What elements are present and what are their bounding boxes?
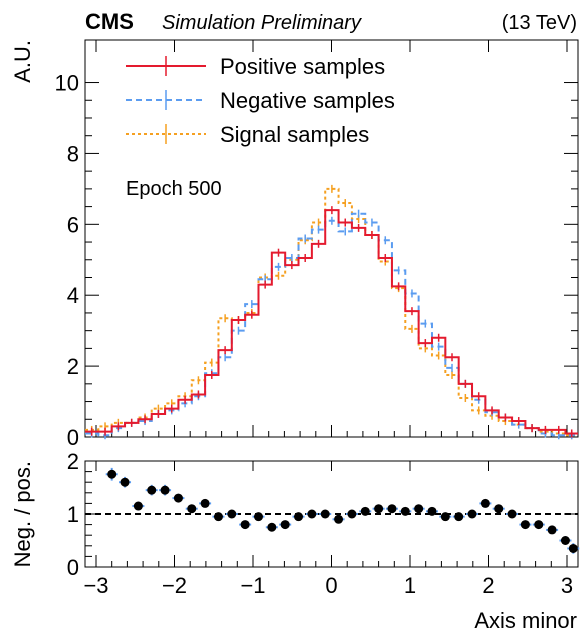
ratio-point [374, 504, 384, 514]
ratio-point [414, 504, 424, 514]
ratio-point [454, 512, 464, 522]
histogram-y-tick-label: 0 [67, 425, 79, 450]
ratio-panel: 0 1 2 −3 −2 −1 0 1 2 3 Neg. / pos. Axis minor [10, 449, 580, 633]
ratio-y-label: Neg. / pos. [10, 461, 35, 567]
ratio-point [227, 509, 237, 519]
ratio-point [334, 514, 344, 524]
histogram-y-tick-label: 4 [67, 283, 79, 308]
ratio-y-tick-label: 0 [67, 555, 79, 580]
x-tick-label: 1 [404, 573, 416, 598]
status-label: Simulation Preliminary [162, 12, 362, 34]
x-tick-label: −3 [83, 573, 108, 598]
histogram-series [85, 184, 578, 440]
ratio-point [400, 506, 410, 516]
histogram-y-ticks: 0 2 4 6 8 10 [55, 40, 578, 450]
legend-label: Negative samples [220, 88, 395, 113]
ratio-point [387, 504, 397, 514]
ratio-point [240, 520, 250, 530]
ratio-points [105, 467, 580, 554]
ratio-point [568, 543, 578, 553]
ratio-point [467, 509, 477, 519]
histogram-line-negative-samples [85, 212, 578, 437]
epoch-annotation: Epoch 500 [126, 178, 222, 200]
histogram-line-positive-samples [85, 209, 578, 435]
energy-label: (13 TeV) [502, 12, 577, 34]
ratio-point [187, 504, 197, 514]
ratio-point [253, 512, 263, 522]
ratio-point [307, 509, 317, 519]
ratio-point [133, 501, 143, 511]
ratio-point [520, 520, 530, 530]
ratio-point [360, 506, 370, 516]
ratio-point [267, 522, 277, 532]
ratio-point [534, 520, 544, 530]
ratio-point [560, 536, 570, 545]
ratio-point [547, 525, 557, 535]
x-tick-label: 0 [325, 573, 337, 598]
histogram-panel: 0 2 4 6 8 10 A.U. Positive samples Negative sa… [10, 39, 579, 450]
histogram-line-signal-samples [85, 187, 578, 437]
histogram-y-tick-label: 8 [67, 141, 79, 166]
legend: Positive samples Negative samples Signal s… [126, 54, 395, 147]
ratio-point [120, 477, 130, 487]
ratio-point [347, 509, 357, 519]
legend-label: Signal samples [220, 122, 369, 147]
ratio-point [107, 469, 117, 479]
ratio-y-tick-label: 2 [67, 449, 79, 474]
histogram-y-label: A.U. [10, 40, 35, 83]
ratio-point [200, 498, 210, 508]
x-tick-label: 2 [482, 573, 494, 598]
ratio-point [440, 512, 450, 522]
ratio-y-tick-label: 1 [67, 502, 79, 527]
ratio-ticks: 0 1 2 −3 −2 −1 0 1 2 3 [67, 449, 578, 598]
ratio-point [427, 506, 437, 516]
x-tick-label: −2 [162, 573, 187, 598]
histogram-y-tick-label: 10 [55, 71, 79, 96]
x-tick-label: −1 [240, 573, 265, 598]
ratio-point [320, 509, 330, 519]
ratio-point [147, 485, 157, 495]
ratio-point [494, 504, 504, 514]
legend-label: Positive samples [220, 54, 385, 79]
ratio-point [280, 520, 290, 530]
experiment-label: CMS [85, 9, 134, 34]
ratio-point [294, 512, 304, 522]
ratio-point [160, 485, 170, 495]
ratio-point [507, 509, 517, 519]
ratio-point [173, 493, 183, 503]
x-tick-label: 3 [561, 573, 573, 598]
histogram-y-tick-label: 2 [67, 354, 79, 379]
histogram-y-tick-label: 6 [67, 212, 79, 237]
ratio-point [480, 498, 490, 508]
ratio-point [213, 512, 223, 522]
x-axis-label: Axis minor [474, 608, 577, 633]
